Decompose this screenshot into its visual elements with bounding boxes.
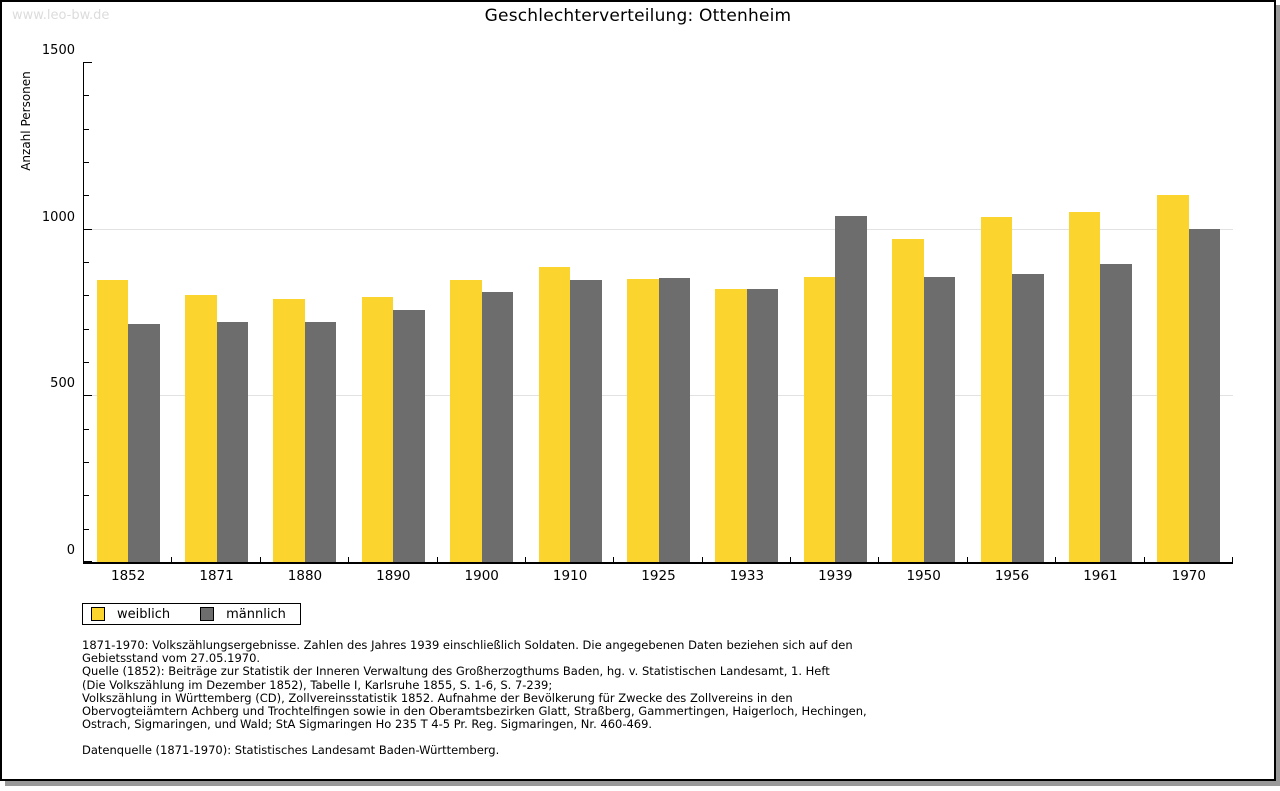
x-tick-1900	[524, 557, 526, 562]
x-tick-1933	[790, 557, 792, 562]
chart-title: Geschlechterverteilung: Ottenheim	[484, 6, 792, 26]
x-tick-1939	[878, 557, 880, 562]
bar-weiblich-1961	[1068, 212, 1101, 562]
y-tick-label-1500: 1500	[41, 43, 75, 58]
x-axis-label-1970: 1970	[1171, 568, 1206, 584]
legend-item-maennlich: männlich	[200, 607, 286, 622]
x-axis-label-1925: 1925	[641, 568, 676, 584]
legend-swatch-weiblich	[91, 607, 105, 621]
bar-männlich-1910	[570, 280, 602, 562]
bar-männlich-1925	[658, 278, 690, 562]
y-minor-tick-100	[84, 528, 89, 530]
bar-weiblich-1939	[803, 277, 836, 562]
bar-männlich-1950	[923, 277, 956, 562]
footnote-line: (Die Volkszählung im Dezember 1852), Tab…	[82, 677, 553, 692]
y-minor-tick-600	[84, 362, 89, 363]
footnote-line: Obervogteiämtern Achberg und Trochtelfin…	[82, 704, 867, 719]
legend-swatch-maennlich	[200, 607, 215, 621]
footnote-line: Quelle (1852): Beiträge zur Statistik de…	[82, 664, 830, 679]
bar-weiblich-1890	[361, 297, 394, 562]
x-tick-1910	[613, 557, 615, 562]
bar-männlich-1890	[393, 310, 425, 562]
bar-männlich-1880	[304, 322, 337, 562]
legend-item-weiblich: weiblich	[91, 607, 170, 622]
x-axis-label-1880: 1880	[287, 568, 323, 584]
footnotes: 1871-1970: Volkszählungsergebnisse. Zahl…	[82, 638, 867, 758]
x-tick-1961	[1143, 557, 1145, 562]
footnote-line: Ostrach, Sigmaringen, und Wald; StA Sigm…	[82, 717, 653, 732]
x-axis-label-1910: 1910	[552, 568, 588, 584]
footnote-line: Volkszählung in Württemberg (CD), Zollve…	[82, 690, 793, 705]
legend-label-maennlich: männlich	[226, 606, 286, 622]
x-tick-1950	[966, 557, 968, 562]
legend: weiblich männlich	[82, 603, 301, 625]
y-axis-title: Anzahl Personen	[19, 71, 33, 171]
x-axis-label-1956: 1956	[994, 568, 1030, 584]
x-axis-label-1939: 1939	[818, 568, 853, 584]
y-minor-tick-700	[84, 328, 89, 330]
y-major-tick-1500	[84, 62, 92, 63]
x-tick-1970	[1232, 557, 1233, 562]
y-minor-tick-900	[84, 262, 89, 263]
y-tick-label-0: 0	[66, 543, 75, 558]
y-minor-tick-1200	[84, 162, 89, 163]
bar-weiblich-1950	[892, 238, 924, 562]
gridline-1000	[84, 228, 1233, 230]
x-axis-label-1890: 1890	[376, 568, 411, 584]
x-axis-label-1961: 1961	[1083, 568, 1118, 584]
x-tick-1880	[348, 557, 350, 562]
bar-männlich-1900	[481, 292, 514, 562]
bar-männlich-1939	[835, 216, 867, 562]
y-major-tick-500	[84, 395, 92, 397]
bar-männlich-1956	[1012, 273, 1044, 562]
y-tick-label-1000: 1000	[41, 209, 75, 225]
bar-männlich-1970	[1188, 228, 1221, 562]
legend-label-weiblich: weiblich	[117, 606, 171, 622]
x-tick-1925	[701, 557, 703, 562]
bar-weiblich-1970	[1157, 195, 1189, 562]
bar-weiblich-1852	[96, 280, 129, 562]
y-minor-tick-200	[84, 495, 89, 497]
footnote-line: 1871-1970: Volkszählungsergebnisse. Zahl…	[82, 638, 853, 652]
y-minor-tick-1300	[84, 128, 89, 130]
x-axis-label-1852: 1852	[111, 568, 146, 584]
y-minor-tick-400	[84, 428, 89, 430]
x-tick-1890	[436, 557, 438, 562]
bar-weiblich-1900	[450, 280, 482, 562]
x-axis-label-1950: 1950	[906, 568, 941, 584]
bar-männlich-1871	[216, 322, 249, 562]
bar-weiblich-1925	[627, 278, 659, 562]
y-major-tick-1000	[84, 228, 92, 230]
x-axis-label-1900: 1900	[464, 568, 499, 584]
bar-weiblich-1910	[538, 267, 571, 562]
y-minor-tick-800	[84, 295, 89, 297]
y-major-tick-0	[84, 561, 92, 562]
y-minor-tick-1100	[84, 195, 89, 197]
x-tick-1852	[171, 557, 173, 562]
x-axis-label-1933: 1933	[729, 568, 765, 584]
x-axis-label-1871: 1871	[199, 568, 234, 584]
bar-männlich-1961	[1100, 263, 1132, 562]
plot-area: 0 500 1000 1500 1852 1871 1880 1890 1900 1910 1925…	[42, 44, 1233, 584]
bar-weiblich-1871	[185, 295, 217, 562]
watermark-leo-bw: www.leo-bw.de	[12, 8, 110, 23]
bar-männlich-1933	[746, 288, 779, 562]
bar-männlich-1852	[128, 323, 160, 562]
y-tick-label-500: 500	[50, 376, 75, 392]
footnote-line: Gebietsstand vom 27.05.1970.	[82, 651, 261, 666]
y-minor-tick-1400	[84, 95, 89, 97]
y-minor-tick-300	[84, 462, 89, 463]
bar-weiblich-1880	[273, 298, 305, 562]
bar-weiblich-1933	[715, 289, 747, 562]
bar-weiblich-1956	[980, 217, 1013, 562]
datasource-line: Datenquelle (1871-1970): Statistisches L…	[82, 743, 500, 758]
x-tick-1956	[1055, 557, 1057, 562]
x-tick-1871	[259, 557, 261, 562]
